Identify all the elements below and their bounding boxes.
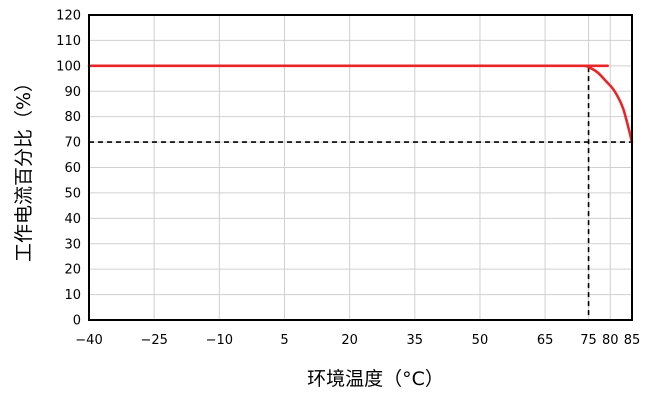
x-tick-labels: −40 −25 −10 5 20 35 50 65 75 80 85 [75,333,640,348]
x-tick-label: 80 [602,333,619,348]
x-tick-label: 50 [472,333,489,348]
x-tick-label: 35 [407,333,424,348]
x-tick-label: 5 [280,333,288,348]
y-tick-label: 100 [56,59,81,74]
y-tick-label: 20 [64,263,81,278]
y-tick-label: 70 [64,136,81,151]
x-tick-label: 65 [537,333,554,348]
y-tick-labels: 0 10 20 30 40 50 60 70 80 90 100 110 120 [56,9,81,329]
x-tick-label: 20 [341,333,358,348]
x-tick-label: 85 [624,333,641,348]
y-tick-label: 60 [64,161,81,176]
series-line [89,66,632,142]
grid [89,15,632,320]
y-tick-label: 0 [73,314,81,329]
y-tick-label: 90 [64,85,81,100]
x-tick-label: −25 [140,333,167,348]
y-tick-label: 50 [64,186,81,201]
x-tick-label: −10 [206,333,233,348]
y-tick-label: 120 [56,9,81,24]
y-tick-label: 10 [64,288,81,303]
y-axis-title: 工作电流百分比（%） [13,73,35,262]
y-tick-label: 110 [56,34,81,49]
series-layer [89,66,632,142]
reference-lines [89,67,632,320]
y-tick-label: 80 [64,110,81,125]
x-axis-title: 环境温度（°C） [307,368,444,390]
x-tick-label: 75 [580,333,597,348]
y-tick-label: 30 [64,237,81,252]
x-tick-label: −40 [75,333,102,348]
y-tick-label: 40 [64,212,81,227]
